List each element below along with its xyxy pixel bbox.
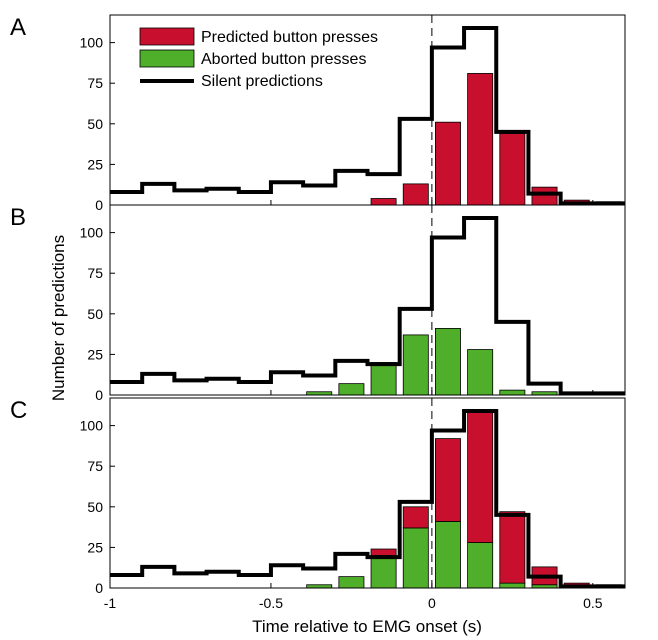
panel-label: C: [10, 397, 27, 424]
bar-aborted: [370, 555, 397, 589]
panel-a: 0 25 50 75 100 A: [10, 14, 626, 213]
bar-predicted: [499, 511, 526, 584]
bar-predicted: [402, 183, 429, 206]
y-tick-label: 75: [87, 75, 103, 91]
y-tick-label: 0: [95, 387, 103, 403]
bar-aborted: [467, 542, 494, 589]
bar-predicted: [467, 410, 494, 543]
bar-aborted: [338, 383, 365, 396]
bar-aborted: [402, 527, 429, 589]
bar-aborted: [402, 334, 429, 396]
silent-predictions-line: [110, 25, 625, 206]
bar-predicted: [370, 548, 397, 556]
panel-c: 0 25 50 75 100 C: [10, 397, 626, 596]
legend-label: Aborted button presses: [201, 51, 366, 68]
silent-predictions-line: [110, 408, 625, 589]
y-tick-label: 75: [87, 265, 103, 281]
legend: Predicted button presses Aborted button p…: [139, 27, 378, 90]
bar-aborted: [499, 389, 526, 396]
x-tick-label: -1: [104, 595, 117, 611]
y-axis-title: Number of predictions: [49, 235, 68, 401]
y-tick-label: 100: [80, 225, 104, 241]
bar-aborted: [499, 582, 526, 589]
axes-frame: [109, 397, 626, 589]
bar-predicted: [435, 438, 461, 522]
bar-predicted: [435, 121, 461, 206]
y-tick-label: 50: [87, 116, 103, 132]
bar-aborted: [435, 521, 461, 589]
bar-predicted: [531, 186, 558, 206]
legend-swatch: [139, 49, 195, 68]
y-tick-label: 75: [87, 458, 103, 474]
bar-aborted: [435, 328, 461, 396]
y-tick-label: 50: [87, 306, 103, 322]
x-tick-label: -0.5: [259, 595, 283, 611]
x-tick-label: 0: [428, 595, 436, 611]
axes-frame: [109, 204, 626, 396]
panel-label: A: [10, 14, 26, 41]
x-tick-label: 0.5: [583, 595, 603, 611]
y-tick-label: 100: [80, 418, 104, 434]
bars: [306, 328, 558, 396]
panel-b: 0 25 50 75 100 B: [10, 204, 626, 403]
x-axis-title: Time relative to EMG onset (s): [252, 617, 482, 636]
bar-predicted: [370, 198, 397, 206]
y-tick-label: 0: [95, 197, 103, 213]
legend-swatch: [139, 27, 195, 46]
y-tick-label: 25: [87, 156, 103, 172]
y-tick-label: 50: [87, 499, 103, 515]
bar-predicted: [402, 506, 429, 529]
y-tick-label: 25: [87, 346, 103, 362]
y-tick-label: 100: [80, 35, 104, 51]
bar-aborted: [467, 349, 494, 396]
bar-predicted: [499, 133, 526, 206]
silent-predictions-line: [110, 215, 625, 396]
bar-predicted: [467, 73, 494, 206]
x-tick-labels: -1 -0.5 0 0.5: [104, 595, 603, 611]
y-tick-label: 25: [87, 539, 103, 555]
bars: [306, 410, 622, 589]
bar-aborted: [338, 576, 365, 589]
bar-aborted: [370, 362, 397, 396]
legend-label: Silent predictions: [201, 73, 323, 90]
panel-label: B: [10, 204, 26, 231]
y-tick-label: 0: [95, 580, 103, 596]
legend-label: Predicted button presses: [201, 29, 378, 46]
